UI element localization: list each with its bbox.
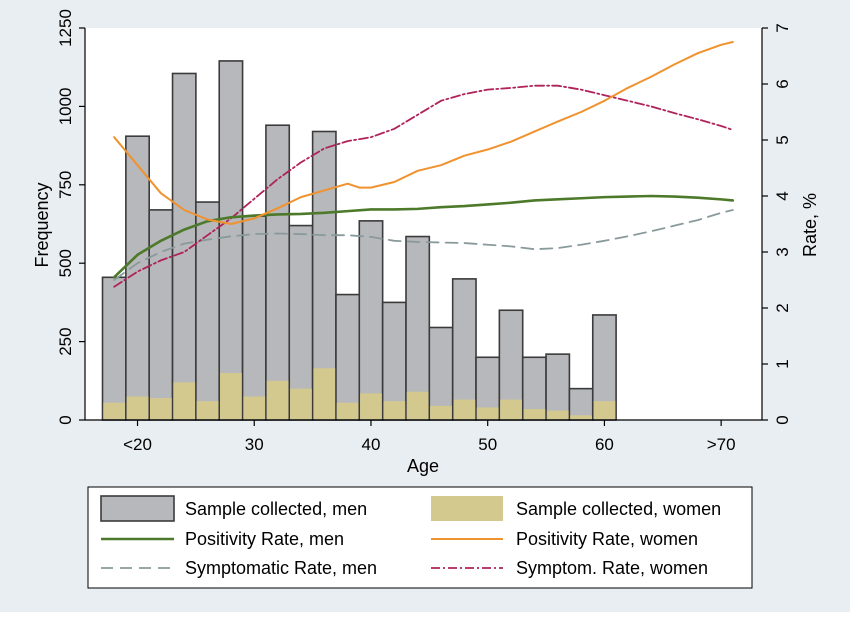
page-background-edge <box>0 612 850 621</box>
bar-women-9 <box>313 368 336 420</box>
bar-men-5 <box>218 60 244 421</box>
bar-men-1 <box>125 135 150 421</box>
bar-women-13 <box>406 391 429 420</box>
axes-group <box>84 28 763 421</box>
x-ticks-group: <20 30 40 50 60 >70 <box>123 420 736 454</box>
bar-men-11 <box>358 220 384 421</box>
legend-label-pos-men: Positivity Rate, men <box>185 529 344 549</box>
bar-women-0 <box>103 402 126 420</box>
legend-box <box>87 486 753 589</box>
bar-women-3 <box>173 382 196 420</box>
legend-label-sym-women: Symptom. Rate, women <box>516 558 708 578</box>
bar-women-10 <box>336 402 359 420</box>
bar-men-10 <box>335 293 361 421</box>
legend: Sample collected, men Sample collected, … <box>87 486 753 589</box>
x-tick-label-1: 30 <box>245 435 264 454</box>
y2-tick-label-6: 6 <box>773 79 792 88</box>
bar-women-5 <box>220 372 242 420</box>
y2-ticks-group: 0 1 2 3 4 5 6 7 <box>762 23 792 425</box>
y2-tick-label-7: 7 <box>773 23 792 32</box>
bar-men-0 <box>101 276 127 421</box>
y-axis-title: Frequency <box>32 182 52 267</box>
x-axis-title: Age <box>407 456 439 476</box>
y-tick-label-0: 0 <box>56 415 75 424</box>
x-tick-label-5: >70 <box>707 435 736 454</box>
bar-women-7 <box>266 380 289 420</box>
bar-women-8 <box>290 388 312 420</box>
bar-women-20 <box>570 415 592 420</box>
y2-tick-label-1: 1 <box>773 359 792 368</box>
legend-swatch-bar-men <box>100 495 175 522</box>
y2-tick-label-2: 2 <box>773 303 792 312</box>
x-tick-label-3: 50 <box>478 435 497 454</box>
x-tick-label-4: 60 <box>595 435 614 454</box>
legend-label-sym-men: Symptomatic Rate, men <box>185 558 377 578</box>
bar-women-17 <box>500 399 522 420</box>
bar-women-18 <box>523 409 546 420</box>
y2-tick-label-4: 4 <box>773 191 792 200</box>
bars-women-group <box>103 368 616 420</box>
line-symptomatic-women <box>113 84 734 288</box>
bar-women-16 <box>476 407 499 420</box>
bar-women-4 <box>196 401 219 420</box>
bar-women-21 <box>593 401 616 420</box>
y2-tick-label-3: 3 <box>773 247 792 256</box>
bar-women-12 <box>383 401 406 420</box>
bar-women-19 <box>546 410 569 420</box>
bar-women-11 <box>360 393 382 420</box>
bar-men-6 <box>241 215 267 421</box>
y-tick-label-1: 250 <box>56 327 75 355</box>
y2-axis-title: Rate, % <box>800 193 820 257</box>
y2-tick-label-5: 5 <box>773 135 792 144</box>
bar-women-2 <box>149 398 172 420</box>
line-positivity-men <box>112 194 735 279</box>
bar-men-15 <box>451 278 477 421</box>
legend-label-sample-women: Sample collected, women <box>516 499 721 519</box>
bar-women-1 <box>126 396 149 420</box>
bar-men-7 <box>265 124 291 421</box>
lines-group <box>112 41 735 288</box>
y2-tick-label-0: 0 <box>773 415 792 424</box>
y-tick-label-5: 1250 <box>56 9 75 47</box>
legend-swatch-bar-women <box>431 496 503 521</box>
bar-women-15 <box>453 399 476 420</box>
y-tick-label-4: 1000 <box>56 87 75 125</box>
legend-label-sample-men: Sample collected, men <box>185 499 367 519</box>
y-ticks-group: 0 250 500 750 1000 1250 <box>56 9 85 425</box>
bar-men-19 <box>545 353 571 421</box>
y-tick-label-3: 750 <box>56 171 75 199</box>
x-tick-label-0: <20 <box>123 435 152 454</box>
legend-label-pos-women: Positivity Rate, women <box>516 529 698 549</box>
line-symptomatic-men <box>113 209 734 281</box>
y-tick-label-2: 500 <box>56 249 75 277</box>
x-tick-label-2: 40 <box>362 435 381 454</box>
bar-women-6 <box>243 396 266 420</box>
line-positivity-women <box>113 41 734 225</box>
bar-women-14 <box>430 405 452 420</box>
